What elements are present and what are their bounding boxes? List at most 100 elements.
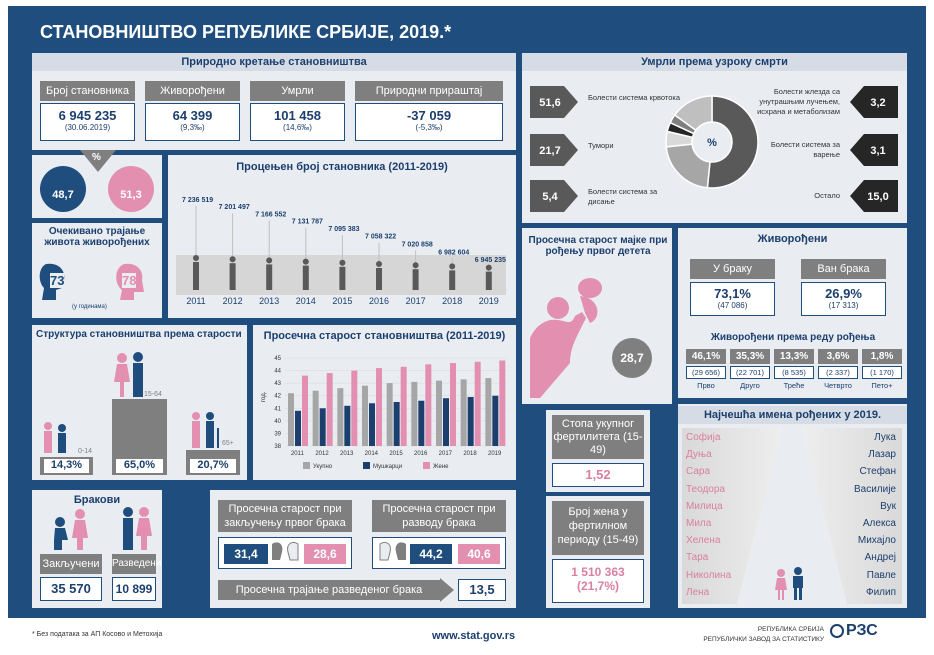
estimate-year-label: 2019 [479,296,499,306]
left-cause-value: 51,6 [539,97,560,109]
person-silhouette-head [266,257,273,264]
birth-order-pct: 35,3% [730,349,770,364]
out-marriage-label: Ван брака [801,259,886,279]
age-bar [369,403,375,446]
estimated-chart: 7 236 519 2011 7 201 497 2012 7 166 552 2013 7… [182,197,506,306]
left-cause-label: Болести система за [588,187,658,196]
person-silhouette-head [376,261,382,267]
divorced-value: 10 899 [112,577,156,601]
age-bar [337,388,344,446]
deaths-panel [522,53,907,223]
birth-order-count: (22 701) [730,366,770,379]
age-bar [436,380,442,446]
child-silhouette-icon [40,420,70,460]
footer-org-2: РЕПУБЛИЧКИ ЗАВОД ЗА СТАТИСТИКУ [703,636,824,643]
estimated-title: Процењен број становника (2011-2019) [168,158,516,176]
estimate-year-label: 2014 [296,296,316,306]
births-box: 64 399 (9,3‰) [145,103,240,141]
age-bar [319,408,326,446]
right-cause-label: Болести система за [771,140,841,149]
deaths-label: Умрли [250,81,345,101]
first-marriage-male: 31,4 [224,544,268,564]
age-bar [418,400,425,446]
deaths-rate: (14,6‰) [283,123,312,132]
age-structure-title: Структура становништва према старости [36,329,242,340]
first-marriage-female: 28,6 [304,544,346,564]
right-cause-label: исхрана и метаболизам [757,107,840,116]
estimate-year-label: 2013 [259,296,279,306]
male-name: Филип [865,586,896,598]
age-65-plus-range: 65+ [222,440,234,447]
person-silhouette-head [412,262,419,269]
estimate-year-label: 2018 [442,296,462,306]
male-name: Павле [866,569,896,581]
population-date: (30.06.2019) [64,123,111,132]
divorce-male: 44,2 [410,544,452,564]
age-xtick: 2018 [463,451,477,457]
out-marriage-box: 26,9% (17 313) [801,282,886,316]
age-xtick: 2012 [315,451,329,457]
person-silhouette-icon [485,271,492,290]
male-name: Лука [874,432,896,443]
age-bar [474,361,481,446]
age-xtick: 2011 [291,451,305,457]
life-expectancy-title: Очекивано трајање живота живорођених [44,226,150,248]
left-cause-label-cont: дисање [588,197,615,206]
female-name: Тара [686,552,709,564]
live-births-title: Живорођени [678,230,907,248]
right-cause-label: Болести жлезда са [774,87,841,96]
age-bar [400,366,407,446]
death-cause-slice [673,95,713,132]
age-ytick: 44 [274,369,281,375]
concluded-value: 35 570 [40,577,102,601]
left-cause-value: 5,4 [542,191,558,203]
female-life-expectancy: 78 [122,273,137,288]
male-name: Стефан [859,466,896,478]
age-bar [376,368,382,446]
male-share-value: 48,7 [52,189,74,201]
birth-order-label: Четврто [824,381,852,390]
deaths-title: Умрли према узроку смрти [522,53,907,71]
age-legend-label: Укупно [313,464,333,470]
footer-url[interactable]: www.stat.gov.rs [432,630,516,642]
age-ytick: 41 [274,406,281,412]
estimate-year-label: 2011 [186,296,205,306]
female-name: Лена [686,586,710,598]
age-bar [411,381,418,446]
in-marriage-label: У браку [690,259,775,279]
male-name: Михајло [857,535,896,547]
women-label: Број жена у фертилном периоду (15-49) [552,501,644,555]
page-title: СТАНОВНИШТВО РЕПУБЛИКЕ СРБИЈЕ, 2019.* [40,22,452,42]
age-bar [460,379,467,446]
first-marriage-label: Просечна старост при закључењу првог бра… [218,500,352,532]
female-name: Милица [686,500,723,512]
estimate-value-label: 7 095 383 [328,226,359,233]
female-share-value: 51,3 [120,189,142,201]
adult-silhouette-icon [112,352,148,402]
birth-order-pct: 13,3% [774,349,814,364]
age-ytick: 43 [274,381,281,387]
estimate-value-label: 7 020 858 [402,241,433,248]
person-silhouette-icon [193,262,199,290]
age-bar [425,364,432,446]
left-cause-label: Тумори [588,141,614,150]
male-share-circle: 48,7 [40,166,86,212]
births-value: 64 399 [172,108,213,123]
avg-age-title: Просечна старост становништва (2011-2019… [253,327,516,345]
kid-girl-icon [774,568,788,605]
person-silhouette-icon [376,268,382,290]
female-name: Мила [686,518,712,529]
estimate-value-label: 7 058 322 [365,234,396,241]
births-label: Живорођени [145,81,240,101]
male-name: Алекса [862,518,896,529]
female-name: Теодора [686,483,725,495]
age-bar [295,410,301,446]
age-ytick: 38 [274,444,281,450]
age-bar [344,405,351,446]
person-silhouette-head [339,259,346,266]
mother-child-icon [530,268,630,403]
age-xtick: 2014 [365,451,379,457]
person-silhouette-icon [229,263,236,290]
age-legend-swatch [363,462,370,469]
fertility-label: Стопа укупног фертилитета (15-49) [552,415,644,459]
